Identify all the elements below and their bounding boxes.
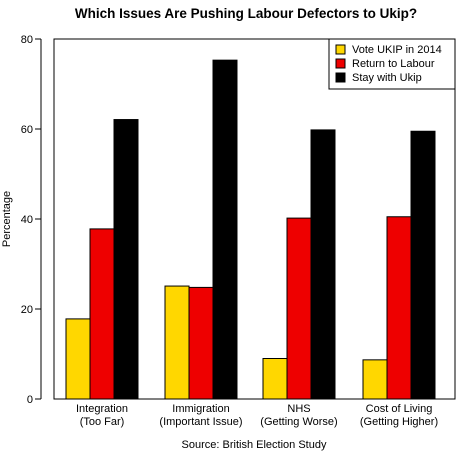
- y-axis-label: Percentage: [1, 191, 13, 247]
- category-labels: Integration(Too Far) Immigration(Importan…: [76, 403, 438, 428]
- bar-stay-with-ukip-0: [113, 119, 139, 400]
- chart-title: Which Issues Are Pushing Labour Defector…: [75, 6, 417, 21]
- category-label: Cost of Living: [366, 403, 433, 415]
- y-tick-label: 40: [21, 214, 33, 226]
- bar-stay-with-ukip-1: [212, 59, 238, 400]
- category-label: (Getting Higher): [360, 416, 438, 428]
- bar-return-to-labour-3: [386, 216, 412, 400]
- y-tick-label: 20: [21, 304, 33, 316]
- y-tick-label: 0: [27, 394, 33, 406]
- legend-swatch: [335, 58, 346, 69]
- bar-vote-ukip-in-2014-1: [164, 285, 190, 400]
- bar-vote-ukip-in-2014-3: [362, 359, 388, 400]
- legend-entry: Return to Labour: [352, 58, 435, 70]
- category-label: Immigration: [172, 403, 229, 415]
- y-tick-label: 60: [21, 124, 33, 136]
- legend: Vote UKIP in 2014 Return to Labour Stay wi…: [328, 38, 456, 90]
- category-label: Integration: [76, 403, 128, 415]
- bars: [65, 59, 436, 400]
- category-label: (Important Issue): [159, 416, 242, 428]
- category-label: (Too Far): [80, 416, 125, 428]
- legend-swatch: [335, 72, 346, 83]
- bar-stay-with-ukip-2: [310, 129, 336, 400]
- y-tick-label: 80: [21, 34, 33, 46]
- legend-swatch: [335, 44, 346, 55]
- bar-vote-ukip-in-2014-0: [65, 318, 91, 400]
- category-label: NHS: [287, 403, 310, 415]
- legend-entry: Stay with Ukip: [352, 72, 422, 84]
- bar-return-to-labour-2: [286, 217, 312, 400]
- bar-vote-ukip-in-2014-2: [262, 358, 288, 400]
- bar-return-to-labour-0: [89, 228, 115, 400]
- plot-frame: [53, 38, 456, 400]
- y-axis-ticks: 0 20 40 60 80: [21, 34, 41, 406]
- category-label: (Getting Worse): [260, 416, 337, 428]
- legend-box: [328, 38, 456, 90]
- bar-stay-with-ukip-3: [410, 130, 436, 400]
- legend-entry: Vote UKIP in 2014: [352, 44, 442, 56]
- bar-return-to-labour-1: [188, 286, 214, 400]
- source-note: Source: British Election Study: [182, 439, 327, 451]
